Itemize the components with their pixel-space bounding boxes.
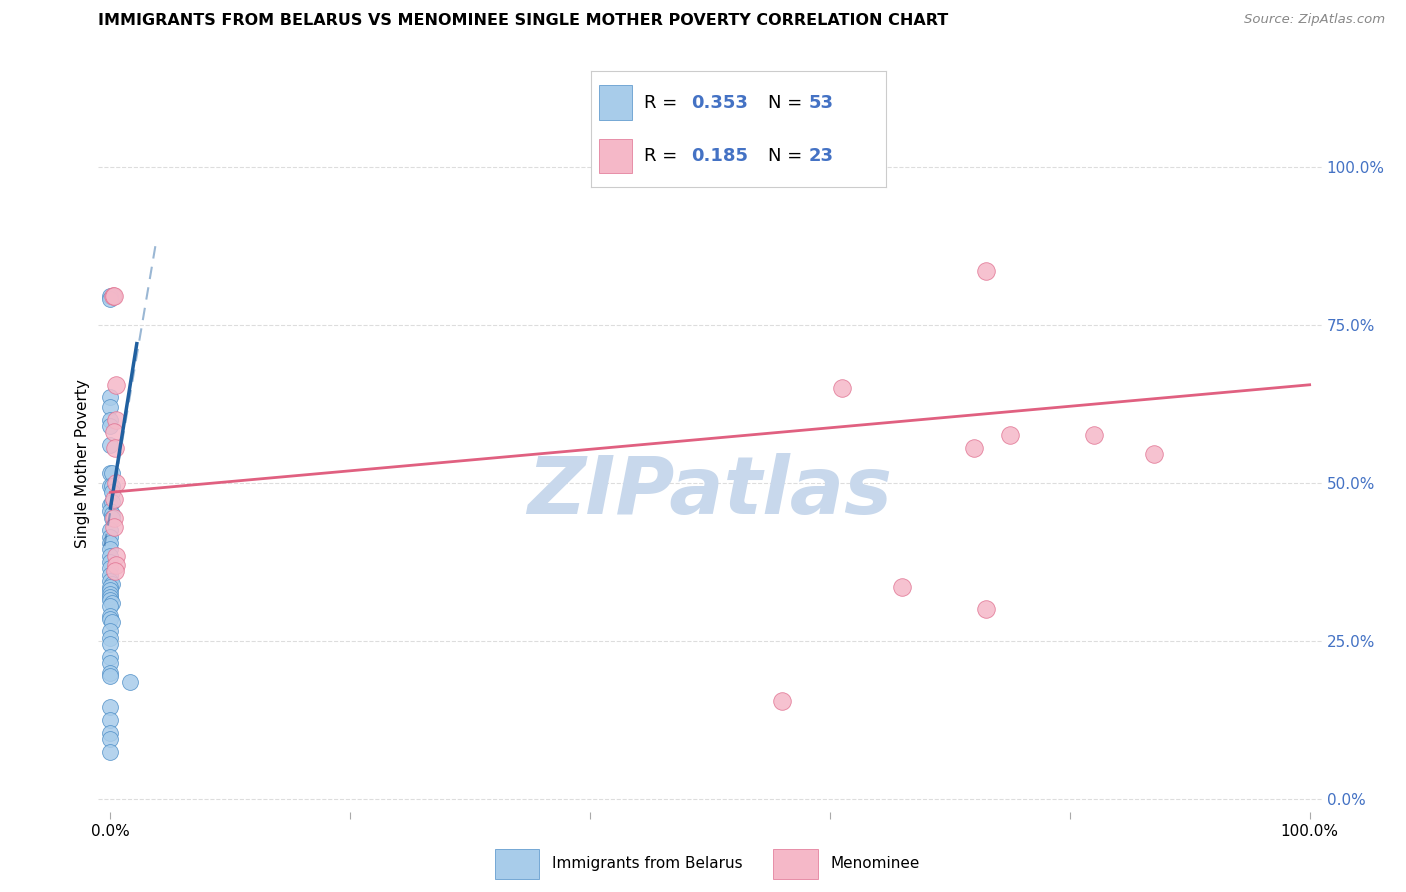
Point	[100, 731, 122, 746]
Text: Source: ZipAtlas.com: Source: ZipAtlas.com	[1244, 13, 1385, 27]
Point	[103, 289, 125, 303]
Point	[100, 536, 122, 550]
Point	[100, 412, 122, 426]
Point	[100, 508, 122, 522]
Point	[103, 520, 125, 534]
Point	[100, 542, 122, 557]
Text: 0.185: 0.185	[690, 147, 748, 165]
Point	[100, 495, 122, 509]
Point	[105, 549, 128, 563]
Point	[974, 264, 997, 278]
Point	[100, 467, 122, 481]
Point	[100, 700, 122, 714]
Point	[100, 580, 122, 594]
Point	[998, 428, 1021, 442]
Point	[103, 491, 125, 506]
Point	[100, 289, 122, 303]
Text: N =: N =	[768, 94, 807, 112]
Point	[105, 558, 128, 572]
Text: ZIPatlas: ZIPatlas	[527, 452, 893, 531]
Point	[818, 162, 841, 177]
Text: IMMIGRANTS FROM BELARUS VS MENOMINEE SINGLE MOTHER POVERTY CORRELATION CHART: IMMIGRANTS FROM BELARUS VS MENOMINEE SIN…	[98, 13, 949, 29]
Point	[118, 675, 141, 690]
Text: R =: R =	[644, 94, 683, 112]
Point	[100, 400, 122, 414]
Point	[100, 669, 122, 683]
Point	[100, 745, 122, 759]
Point	[100, 612, 122, 626]
Point	[100, 293, 122, 307]
Point	[100, 583, 122, 598]
Point	[963, 441, 986, 455]
Point	[105, 412, 128, 426]
Point	[101, 289, 124, 303]
Point	[100, 624, 122, 639]
Point	[100, 567, 122, 582]
Point	[100, 504, 122, 518]
Point	[770, 694, 793, 708]
Text: Immigrants from Belarus: Immigrants from Belarus	[551, 855, 742, 871]
Point	[100, 574, 122, 588]
Point	[101, 289, 124, 303]
Point	[104, 441, 127, 455]
Y-axis label: Single Mother Poverty: Single Mother Poverty	[75, 379, 90, 549]
Bar	[599, 86, 631, 120]
Text: R =: R =	[644, 147, 683, 165]
Point	[100, 656, 122, 670]
Point	[103, 425, 125, 440]
Bar	[599, 138, 631, 173]
Text: N =: N =	[768, 147, 807, 165]
Bar	[495, 849, 540, 879]
Point	[103, 289, 125, 303]
Point	[100, 498, 122, 512]
Point	[105, 475, 128, 490]
Point	[100, 665, 122, 680]
Point	[100, 530, 122, 544]
Point	[974, 602, 997, 616]
Point	[100, 615, 122, 629]
Point	[831, 381, 853, 395]
Point	[100, 561, 122, 575]
Point	[1143, 447, 1166, 461]
Point	[100, 485, 122, 500]
Point	[100, 479, 122, 493]
Point	[1083, 428, 1105, 442]
Point	[100, 467, 122, 481]
Point	[100, 555, 122, 569]
Point	[103, 510, 125, 524]
Point	[100, 418, 122, 433]
Point	[100, 523, 122, 537]
Text: Menominee: Menominee	[830, 855, 920, 871]
Bar	[773, 849, 818, 879]
Point	[100, 608, 122, 623]
Point	[100, 549, 122, 563]
Point	[100, 592, 122, 607]
Text: 23: 23	[808, 147, 834, 165]
Point	[100, 599, 122, 614]
Point	[100, 637, 122, 651]
Point	[100, 479, 122, 493]
Point	[100, 391, 122, 405]
Text: 0.353: 0.353	[690, 94, 748, 112]
Point	[100, 725, 122, 739]
Point	[100, 631, 122, 645]
Text: 53: 53	[808, 94, 834, 112]
Point	[890, 580, 912, 594]
Point	[100, 438, 122, 452]
Point	[100, 577, 122, 591]
Point	[100, 596, 122, 610]
Point	[100, 586, 122, 600]
Point	[105, 377, 128, 392]
Point	[100, 510, 122, 524]
Point	[100, 590, 122, 604]
Point	[104, 565, 127, 579]
Point	[100, 713, 122, 727]
Point	[100, 649, 122, 664]
